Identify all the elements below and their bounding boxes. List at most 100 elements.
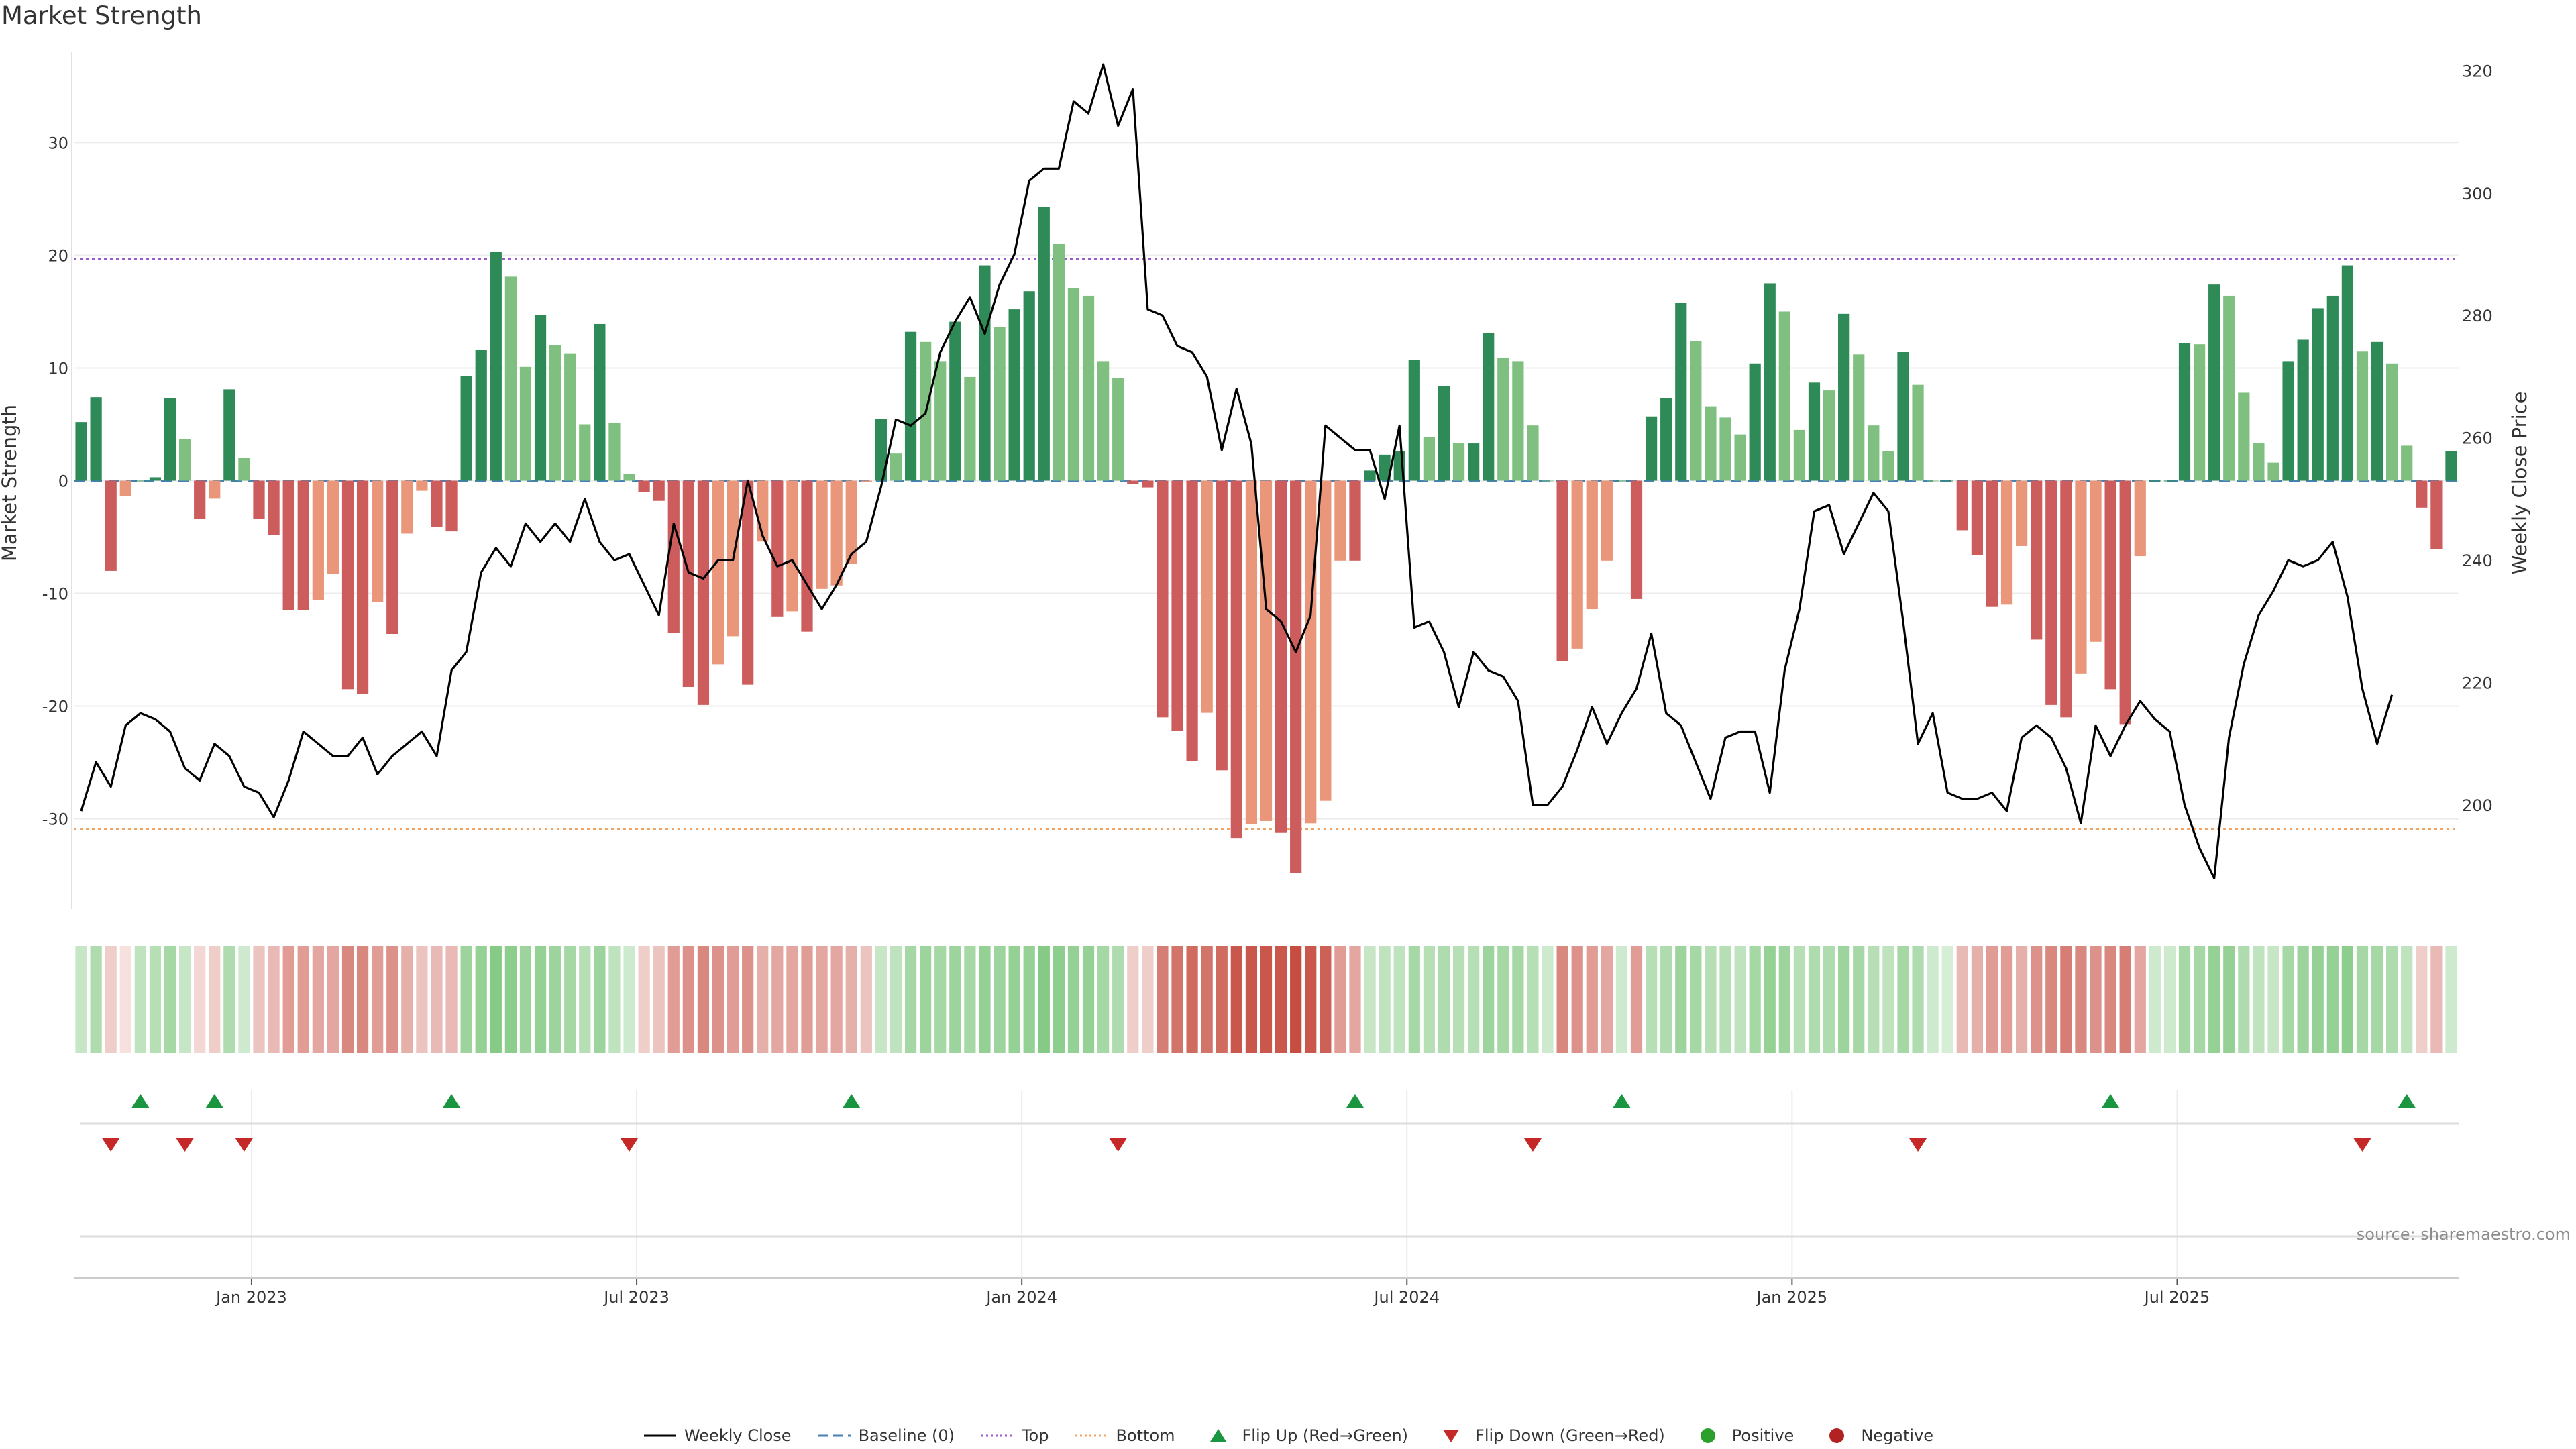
strength-bar [356,480,369,694]
heat-cell [1630,946,1643,1053]
heat-cell [564,946,576,1053]
strength-bar [949,321,961,481]
legend-swatch [1700,1428,1715,1443]
heat-cell [386,946,398,1053]
strength-bar [1793,429,1806,481]
y-tick-label: 20 [48,246,68,265]
strength-bar [1823,390,1835,481]
strength-bar [875,419,888,481]
strength-bar [1142,480,1154,488]
heat-cell [2016,946,2028,1053]
heat-cell [904,946,917,1053]
strength-bar [312,480,324,600]
heat-cell [2075,946,2087,1053]
flip-up-marker [1346,1094,1364,1108]
heat-cell [1497,946,1509,1053]
heat-cell [1986,946,1998,1053]
legend-item: Flip Down (Green→Red) [1434,1426,1665,1445]
strength-bar [1468,443,1480,481]
strength-bar [845,480,857,564]
heat-cell [1038,946,1050,1053]
strength-bar [2267,462,2279,481]
heat-cell [1778,946,1790,1053]
heat-cell [1660,946,1672,1053]
heat-cell [949,946,961,1053]
strength-bar [2000,480,2013,605]
heat-cell [1171,946,1183,1053]
heat-cell [1868,946,1880,1053]
heat-cell [2000,946,2013,1053]
heat-cell [1305,946,1317,1053]
strength-bar [2297,339,2309,481]
heat-cell [2178,946,2191,1053]
heat-cell [1023,946,1035,1053]
legend-swatch [1075,1434,1108,1437]
strength-bar [504,276,517,481]
heat-cell [964,946,976,1053]
strength-bar [1067,288,1080,481]
y2-axis-label: Weekly Close Price [2508,392,2531,575]
strength-bar [1379,454,1391,481]
heat-cell [1483,946,1495,1053]
strength-bar [2060,480,2072,718]
heat-cell [1927,946,1939,1053]
strength-bar [2371,341,2383,481]
chart-title: Market Strength [1,1,202,30]
strength-bar [1127,480,1139,484]
heat-cell [1334,946,1346,1053]
strength-bar [1630,480,1643,599]
y-tick-label: 10 [48,359,68,378]
heat-cell [1186,946,1198,1053]
strength-bar [1483,333,1495,481]
heat-cell [2223,946,2235,1053]
heat-cell [2445,946,2457,1053]
strength-bar [1719,417,1731,481]
heat-cell [1067,946,1080,1053]
heat-cell [1097,946,1110,1053]
strength-bar [682,480,694,687]
heat-cell [238,946,250,1053]
heat-cell [1527,946,1539,1053]
legend-label: Top [1021,1426,1049,1445]
heat-cell [1601,946,1613,1053]
strength-bar [1675,303,1687,481]
legend-swatch [818,1434,851,1437]
strength-bar [667,480,680,633]
strength-bar [1882,451,1894,481]
strength-bar [1571,480,1583,649]
flip-up-marker [2398,1094,2416,1108]
strength-bar [1364,470,1376,481]
strength-bar [1245,480,1258,824]
heat-cell [105,946,117,1053]
flip-up-marker [1613,1094,1631,1108]
strength-bar [579,424,591,481]
heat-cell [327,946,339,1053]
heat-cell [1260,946,1273,1053]
strength-bar [1201,480,1213,713]
flip-down-marker [1523,1138,1542,1152]
strength-bar [771,480,784,617]
strength-bar [2238,392,2250,481]
y-tick-label: -10 [42,585,68,604]
strength-bar [1556,480,1568,661]
heat-cell [2371,946,2383,1053]
heat-cell [268,946,280,1053]
strength-bar [1038,207,1050,481]
legend-swatch [981,1434,1014,1437]
legend-item: Bottom [1074,1426,1175,1445]
strength-bar [2031,480,2043,640]
heat-cell [1705,946,1717,1053]
heat-cell [1008,946,1020,1053]
strength-bar [282,480,294,610]
strength-bar [2090,480,2102,642]
heat-cell [1512,946,1524,1053]
heat-cell [1971,946,1983,1053]
heat-cell [460,946,472,1053]
strength-bar [534,315,547,481]
strength-bar [1171,480,1183,731]
strength-bar [2312,308,2324,481]
strength-bar [75,422,87,481]
heat-cell [2208,946,2220,1053]
heat-cell [1956,946,1968,1053]
strength-bar [2386,363,2398,481]
